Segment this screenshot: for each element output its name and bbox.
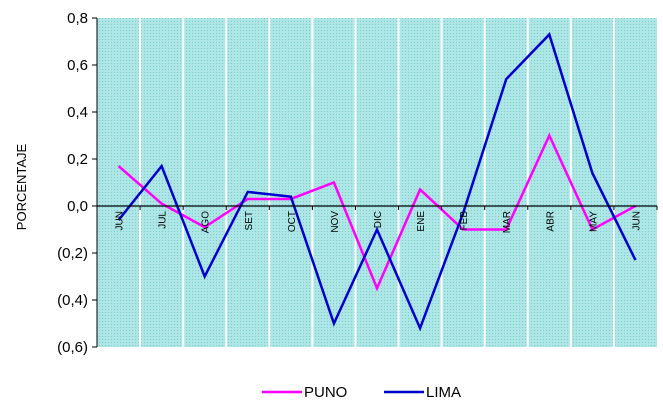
- series-line-puno: [117, 132, 637, 292]
- plot-area: [97, 18, 657, 347]
- y-tick-label: 0,4: [67, 104, 88, 121]
- y-tick-label: (0,6): [57, 339, 88, 356]
- x-tick-label: ENE: [416, 211, 427, 232]
- legend-label: LIMA: [426, 384, 461, 401]
- x-tick-label: ABR: [545, 211, 556, 232]
- y-axis-label: PORCENTAJE: [14, 143, 29, 230]
- x-tick-label: DIC: [373, 211, 384, 228]
- x-tick-label: NOV: [330, 211, 341, 233]
- x-tick-label: JUN: [115, 211, 126, 230]
- y-tick-label: 0,6: [67, 57, 88, 74]
- series-line-lima: [117, 32, 637, 332]
- x-tick-label: SET: [244, 211, 255, 230]
- grid-lines: [139, 18, 615, 347]
- legend: PUNO LIMA: [262, 384, 461, 401]
- legend-label: PUNO: [304, 384, 347, 401]
- x-tick-label: OCT: [287, 211, 298, 232]
- x-axis: JUN JUL AGO SET OCT NOV DIC ENE FEB MAR ABR MAY JUN: [96, 205, 658, 233]
- y-tick-label: 0,8: [67, 10, 88, 27]
- y-tick-label: (0,2): [57, 245, 88, 262]
- x-tick-label: JUL: [158, 211, 169, 229]
- x-tick-label: MAR: [502, 211, 513, 233]
- y-tick-label: 0,2: [67, 151, 88, 168]
- x-tick-label: JUN: [631, 211, 642, 230]
- x-tick-label: MAY: [588, 211, 599, 232]
- y-axis: 0,8 0,6 0,4 0,2 0,0 (0,2) (0,4) (0,6): [57, 10, 98, 356]
- y-tick-label: 0,0: [67, 198, 88, 215]
- series-lines: [117, 32, 637, 332]
- x-tick-label: AGO: [201, 211, 212, 233]
- x-tick-label: FEB: [459, 211, 470, 231]
- y-tick-label: (0,4): [57, 292, 88, 309]
